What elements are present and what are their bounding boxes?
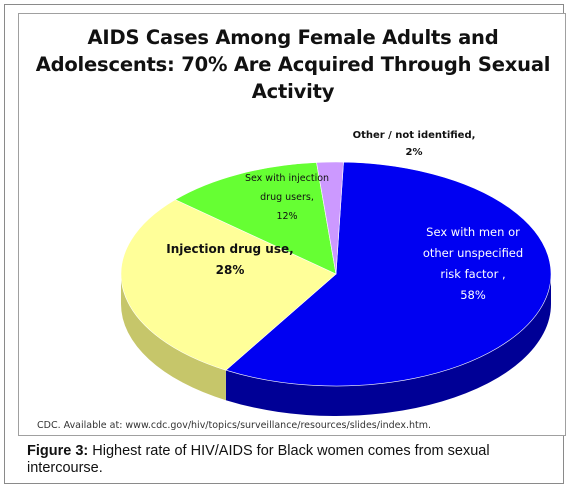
pie-side-injection-drug-use <box>121 274 226 401</box>
pie-side-sex-with-men <box>225 274 552 417</box>
figure-frame: AIDS Cases Among Female Adults and Adole… <box>4 4 566 484</box>
pie-chart <box>120 161 552 417</box>
caption-label: Figure 3: <box>27 443 89 459</box>
source-note: CDC. Available at: www.cdc.gov/hiv/topic… <box>37 420 431 431</box>
caption-text: Highest rate of HIV/AIDS for Black women… <box>27 443 490 476</box>
pie-slice-sex-with-idu <box>174 162 337 275</box>
slice-label-sex-with-idu: Sex with injection drug users, 12% <box>244 173 330 222</box>
figure-caption: Figure 3: Highest rate of HIV/AIDS for B… <box>27 443 553 477</box>
pie-slice-injection-drug-use <box>120 199 337 371</box>
slice-label-other: Other / not identified, 2% <box>352 130 476 158</box>
chart-title: AIDS Cases Among Female Adults and Adole… <box>35 26 551 103</box>
chart-panel: AIDS Cases Among Female Adults and Adole… <box>18 13 566 436</box>
pie-slice-other <box>316 161 344 275</box>
slice-label-injection-drug-use: Injection drug use, 28% <box>166 242 294 277</box>
pie-slice-sex-with-men <box>225 161 552 387</box>
slice-label-sex-with-men: Sex with men or other unspecified risk f… <box>422 225 524 302</box>
